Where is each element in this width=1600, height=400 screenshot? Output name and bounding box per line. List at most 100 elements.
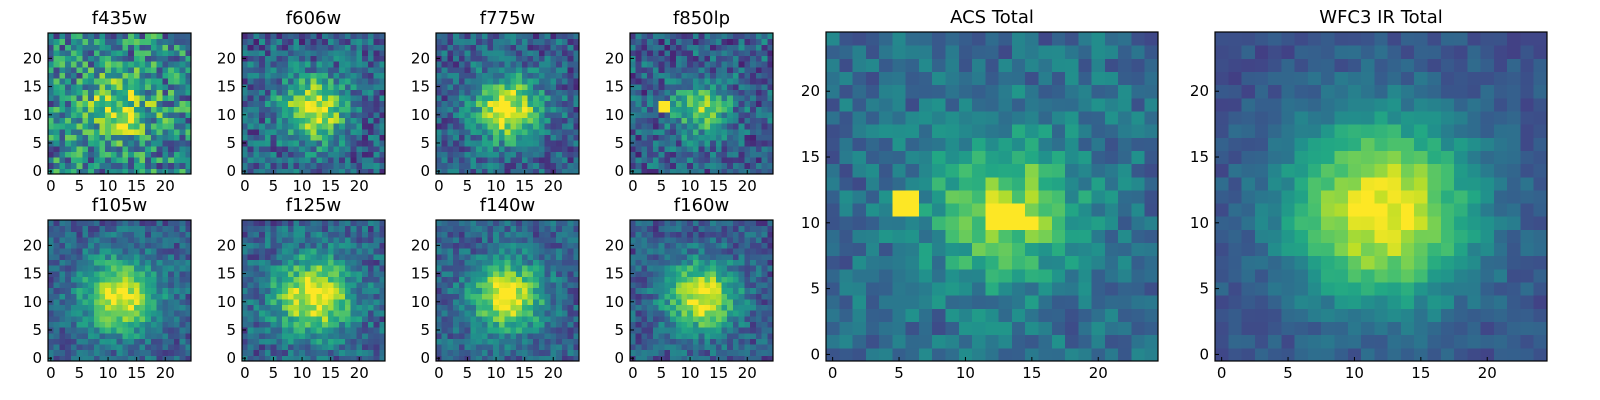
heatmap-cell	[99, 248, 106, 255]
heatmap-cell	[88, 231, 95, 238]
heatmap-cell	[635, 61, 642, 68]
heatmap-cell	[635, 38, 642, 45]
heatmap-cell	[185, 225, 192, 232]
heatmap-cell	[350, 38, 357, 45]
heatmap-cell	[310, 282, 317, 289]
heatmap-cell	[750, 83, 757, 90]
heatmap-cell	[715, 287, 723, 294]
heatmap-cell	[744, 111, 751, 119]
heatmap-cell	[122, 140, 129, 147]
heatmap-cell	[744, 327, 751, 334]
heatmap-cell	[767, 83, 774, 90]
heatmap-cell	[652, 310, 660, 317]
heatmap-cell	[282, 106, 289, 113]
heatmap-cell	[510, 225, 517, 232]
heatmap-cell	[447, 315, 454, 323]
heatmap-cell	[767, 338, 774, 345]
heatmap-cell	[304, 327, 312, 334]
heatmap-cell	[316, 304, 323, 311]
heatmap-cell	[276, 248, 283, 255]
heatmap-cell	[93, 344, 100, 351]
heatmap-cell	[128, 134, 135, 141]
heatmap-cell	[110, 248, 118, 255]
heatmap-cell	[110, 242, 118, 249]
heatmap-cell	[350, 242, 357, 249]
heatmap-cell	[453, 225, 460, 232]
heatmap-cell	[670, 157, 677, 164]
heatmap-cell	[561, 151, 569, 158]
heatmap-cell	[635, 83, 642, 90]
heatmap-cell	[105, 236, 112, 244]
heatmap-cell	[561, 304, 569, 311]
heatmap-cell	[110, 100, 118, 107]
heatmap-cell	[282, 89, 289, 96]
heatmap-cell	[487, 242, 494, 249]
heatmap-cell	[145, 83, 152, 90]
heatmap-cell	[110, 49, 118, 57]
heatmap-cell	[755, 151, 763, 158]
heatmap-cell	[139, 66, 146, 73]
heatmap-cell	[179, 236, 186, 244]
heatmap-cell	[436, 315, 443, 323]
heatmap-cell	[493, 287, 500, 294]
heatmap-cell	[88, 248, 95, 255]
heatmap-cell	[750, 355, 757, 362]
heatmap-cell	[504, 321, 511, 328]
heatmap-cell	[282, 78, 289, 85]
heatmap-cell	[367, 287, 375, 294]
heatmap-cell	[704, 355, 711, 362]
heatmap-cell	[635, 349, 642, 356]
heatmap-cell	[128, 332, 135, 339]
heatmap-cell	[82, 66, 89, 73]
heatmap-cell	[464, 100, 471, 107]
heatmap-cell	[556, 117, 563, 124]
heatmap-cell	[538, 282, 546, 289]
heatmap-cell	[652, 168, 660, 175]
heatmap-cell	[310, 117, 317, 124]
heatmap-cell	[767, 321, 774, 328]
heatmap-cell	[322, 55, 329, 62]
heatmap-cell	[687, 55, 694, 62]
heatmap-cell	[715, 55, 723, 62]
heatmap-cell	[675, 151, 682, 158]
heatmap-cell	[264, 123, 272, 130]
heatmap-cell	[247, 304, 254, 311]
heatmap-cell	[493, 33, 500, 40]
heatmap-cell	[70, 327, 78, 334]
heatmap-cell	[128, 100, 135, 107]
heatmap-cell	[493, 270, 500, 277]
heatmap-cell	[453, 55, 460, 62]
heatmap-cell	[573, 38, 580, 45]
heatmap-cell	[727, 298, 734, 306]
heatmap-cell	[715, 293, 723, 300]
heatmap-cell	[105, 293, 112, 300]
heatmap-cell	[327, 332, 335, 339]
heatmap-cell	[379, 117, 386, 124]
heatmap-cell	[48, 276, 55, 283]
heatmap-cell	[698, 293, 705, 300]
heatmap-cell	[322, 304, 329, 311]
heatmap-cell	[504, 83, 511, 90]
heatmap-cell	[162, 33, 169, 40]
heatmap-cell	[767, 157, 774, 164]
heatmap-cell	[635, 95, 642, 102]
heatmap-cell	[630, 61, 637, 68]
heatmap-cell	[287, 38, 294, 45]
heatmap-cell	[516, 276, 523, 283]
heatmap-cell	[704, 89, 711, 96]
heatmap-cell	[556, 276, 563, 283]
heatmap-cell	[675, 78, 682, 85]
heatmap-cell	[470, 276, 477, 283]
heatmap-cell	[436, 117, 443, 124]
heatmap-cell	[738, 276, 745, 283]
heatmap-cell	[333, 236, 340, 244]
heatmap-cell	[350, 349, 357, 356]
heatmap-cell	[327, 95, 335, 102]
heatmap-cell	[322, 95, 329, 102]
heatmap-cell	[538, 270, 546, 277]
heatmap-cell	[464, 248, 471, 255]
heatmap-cell	[99, 89, 106, 96]
heatmap-cell	[516, 145, 523, 152]
heatmap-cell	[458, 282, 466, 289]
